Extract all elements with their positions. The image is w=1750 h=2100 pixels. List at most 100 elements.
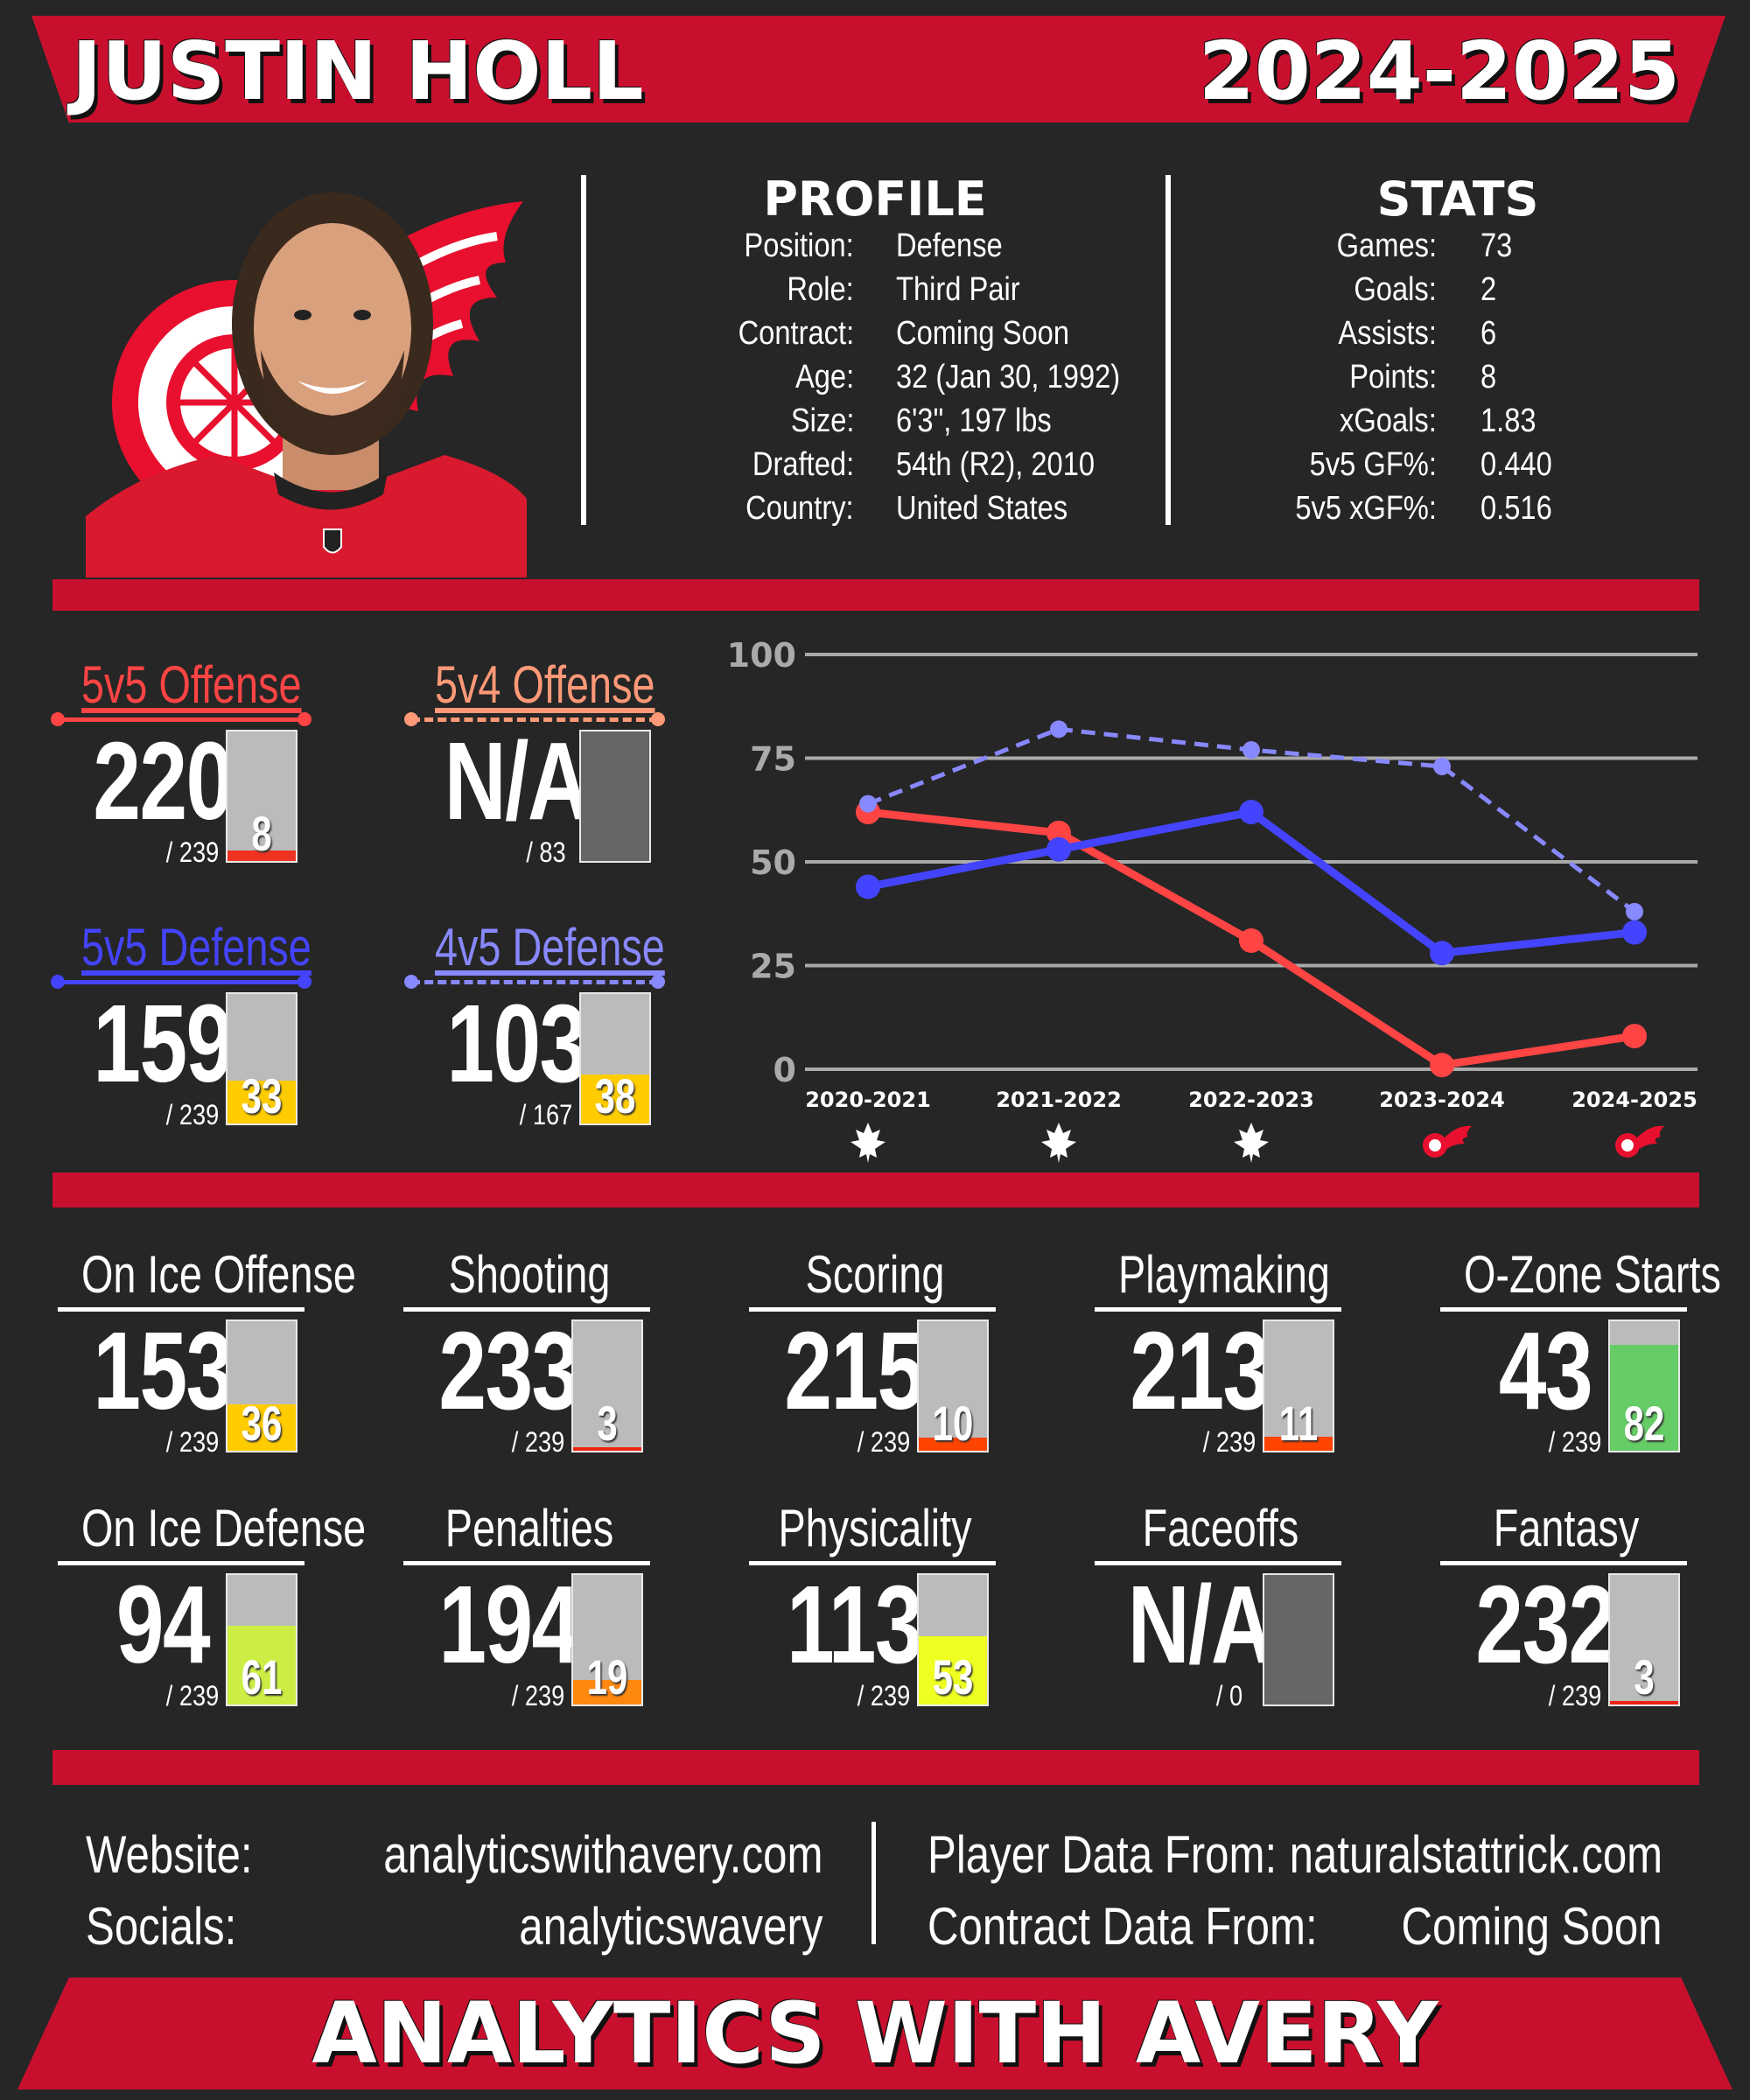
metric-underline xyxy=(1095,1561,1341,1565)
metric-total: / 239 xyxy=(1548,1426,1602,1458)
percentile-bar xyxy=(1263,1573,1334,1706)
profile-label: Size: xyxy=(790,402,854,439)
percentile-label: 19 xyxy=(586,1649,628,1704)
footer-banner xyxy=(18,1978,1732,2090)
metric-underline xyxy=(58,980,304,984)
data-point xyxy=(1430,1053,1454,1078)
percentile-label: 36 xyxy=(241,1396,283,1451)
stats-value: 0.516 xyxy=(1480,490,1552,527)
contract-data-label: Contract Data From: xyxy=(928,1897,1318,1956)
trend-chart: 0 25 50 75 100 2020-2021 2021-2022 2022-2023 202… xyxy=(727,636,1698,1163)
metric-rank: N/A xyxy=(444,719,590,843)
metric-rank: 153 xyxy=(93,1309,234,1432)
metric-underline xyxy=(403,1307,650,1312)
footer-divider xyxy=(872,1822,876,1944)
percentile-fill xyxy=(1610,1700,1678,1704)
data-point xyxy=(1626,902,1643,920)
metric-underline xyxy=(58,1307,304,1312)
y-tick-label: 25 xyxy=(750,948,796,986)
red-wings-logo-icon xyxy=(1615,1125,1664,1158)
profile-value: Third Pair xyxy=(896,271,1020,308)
y-tick-label: 50 xyxy=(750,844,796,882)
metric-dot xyxy=(298,975,312,989)
metric-rank: 113 xyxy=(787,1563,922,1686)
stats-value: 0.440 xyxy=(1480,446,1552,483)
player-data-label: Player Data From: xyxy=(928,1825,1278,1884)
percentile-label: 10 xyxy=(932,1396,974,1451)
metric-title: On Ice Defense xyxy=(81,1499,367,1558)
website-link[interactable]: analyticswithavery.com xyxy=(382,1825,822,1884)
data-point xyxy=(1622,920,1647,945)
percentile-bar xyxy=(579,730,651,863)
profile-heading: PROFILE xyxy=(763,172,987,227)
metric-card: Physicality 113/ 239 53 xyxy=(744,1498,1041,1710)
metric-underline xyxy=(749,1561,996,1565)
percentile-fill xyxy=(228,1625,296,1704)
percentile-fill xyxy=(573,1446,641,1451)
metric-underline xyxy=(1440,1307,1687,1312)
metric-title: O-Zone Starts xyxy=(1464,1245,1721,1304)
profile-label: Role: xyxy=(787,271,854,308)
metric-total: / 239 xyxy=(511,1426,565,1458)
metric-card: Playmaking 213/ 239 11 xyxy=(1089,1244,1387,1456)
metric-card: Scoring 215/ 239 10 xyxy=(744,1244,1041,1456)
profile-label: Contract: xyxy=(738,315,854,352)
metric-total: / 239 xyxy=(165,836,220,868)
season-label: 2024-2025 xyxy=(1198,24,1680,118)
percentile-bar: 3 xyxy=(1608,1573,1680,1706)
stats-heading: STATS xyxy=(1376,172,1539,227)
percentile-bar: 19 xyxy=(571,1573,643,1706)
metric-title: Scoring xyxy=(805,1245,945,1304)
header-banner xyxy=(32,16,1726,122)
metric-total: / 239 xyxy=(857,1426,911,1458)
stats-value: 6 xyxy=(1480,315,1497,352)
stats-label: xGoals: xyxy=(1340,402,1437,439)
metric-title: On Ice Offense xyxy=(81,1245,356,1304)
data-point xyxy=(1433,757,1451,775)
percentile-fill xyxy=(228,1081,296,1124)
data-point xyxy=(1239,800,1264,825)
metric-title: Faceoffs xyxy=(1142,1499,1299,1558)
metric-card: On Ice Defense 94/ 239 61 xyxy=(52,1498,367,1710)
metric-title: Penalties xyxy=(444,1499,614,1558)
metric-underline xyxy=(403,1561,650,1565)
profile-label: Country: xyxy=(746,490,854,527)
metric-total: / 239 xyxy=(165,1426,220,1458)
percentile-bar: 3 xyxy=(571,1320,643,1452)
percentile-label: 82 xyxy=(1623,1396,1665,1451)
metric-card: Shooting 233/ 239 3 xyxy=(398,1244,696,1456)
percentile-fill xyxy=(1264,1436,1333,1451)
profile-value: 54th (R2), 2010 xyxy=(896,446,1096,483)
percentile-label: 11 xyxy=(1278,1396,1319,1451)
website-label: Website: xyxy=(86,1825,253,1884)
player-data-source[interactable]: naturalstattrick.com xyxy=(1289,1825,1662,1884)
metric-rank: 103 xyxy=(446,982,587,1105)
metric-total: / 83 xyxy=(526,836,566,868)
percentile-label: 53 xyxy=(932,1649,974,1704)
percentile-fill xyxy=(919,1635,987,1704)
metric-underline xyxy=(411,718,658,722)
percentile-bar: 33 xyxy=(226,992,298,1125)
x-tick-label: 2024-2025 xyxy=(1572,1088,1698,1112)
percentile-fill xyxy=(1610,1344,1678,1451)
profile-value: 6'3", 197 lbs xyxy=(896,402,1052,439)
metric-card: O-Zone Starts 43/ 239 82 xyxy=(1435,1244,1732,1456)
socials-handle[interactable]: analyticswavery xyxy=(518,1897,822,1956)
percentile-bar: 36 xyxy=(226,1320,298,1452)
percentile-label: 33 xyxy=(241,1068,283,1124)
percentile-fill xyxy=(573,1679,641,1704)
percentile-label: 8 xyxy=(251,806,272,861)
percentile-fill xyxy=(919,1438,987,1451)
percentile-fill xyxy=(228,1404,296,1451)
metric-total: / 0 xyxy=(1215,1680,1243,1712)
percentile-bar: 8 xyxy=(226,730,298,863)
metric-rank: N/A xyxy=(1127,1563,1273,1686)
player-name: JUSTIN HOLL xyxy=(72,24,644,118)
metric-underline xyxy=(1440,1561,1687,1565)
metric-total: / 239 xyxy=(165,1099,220,1130)
metric-dot xyxy=(651,712,665,726)
profile-label: Drafted: xyxy=(752,446,854,483)
metric-title: Shooting xyxy=(448,1245,611,1304)
metric-dot xyxy=(404,975,418,989)
separator-2 xyxy=(52,1172,1699,1208)
